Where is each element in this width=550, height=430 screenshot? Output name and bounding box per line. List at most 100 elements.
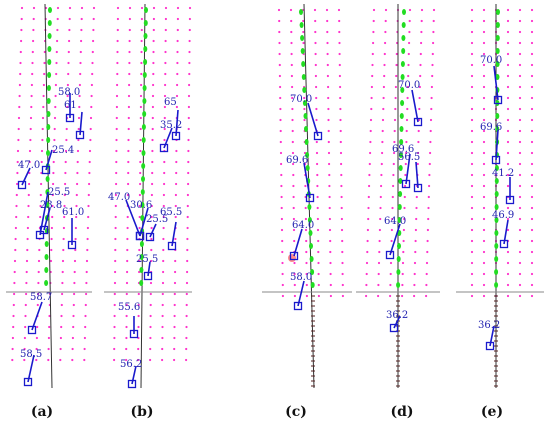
vector-marker — [499, 239, 509, 249]
grid-dot — [176, 28, 179, 32]
grid-dot — [63, 204, 66, 208]
path-dot — [495, 113, 500, 119]
caption-e: (e) — [480, 404, 504, 420]
grid-dot — [367, 206, 370, 210]
grid-dot — [470, 294, 474, 298]
grid-dot — [175, 149, 178, 153]
grid-dot — [74, 248, 77, 252]
grid-dot — [72, 314, 75, 318]
grid-dot — [11, 336, 14, 340]
grid-dot — [429, 151, 432, 155]
grid-dot — [369, 118, 373, 122]
grid-dot — [164, 61, 167, 65]
grid-dot — [113, 336, 116, 340]
grid-dot — [187, 149, 190, 153]
grid-dot — [428, 162, 431, 166]
grid-dot — [126, 259, 129, 263]
path-dot — [398, 165, 403, 171]
grid-dot — [90, 83, 93, 87]
grid-dot — [303, 96, 306, 100]
grid-dot — [13, 270, 16, 274]
path-dot — [144, 7, 148, 13]
grid-dot — [23, 358, 26, 362]
grid-dot — [161, 314, 164, 318]
grid-dot — [77, 116, 81, 120]
path-dot — [397, 243, 401, 249]
grid-dot — [482, 250, 486, 254]
grid-dot — [54, 105, 57, 109]
grid-dot — [163, 182, 166, 186]
grid-dot — [518, 294, 522, 298]
grid-dot — [314, 63, 317, 67]
grid-dot — [53, 127, 56, 131]
axis-line — [44, 3, 53, 389]
grid-dot — [73, 259, 77, 263]
grid-dot — [186, 259, 189, 263]
grid-dot — [19, 72, 22, 76]
grid-dot — [413, 283, 416, 287]
grid-dot — [175, 182, 178, 186]
path-dot — [142, 85, 147, 91]
grid-dot — [281, 272, 284, 276]
grid-dot — [127, 116, 130, 120]
grid-dot — [305, 283, 308, 287]
grid-dot — [40, 149, 44, 153]
grid-dot — [368, 184, 371, 188]
grid-dot — [408, 19, 411, 23]
grid-dot — [416, 162, 419, 166]
grid-dot — [370, 85, 373, 89]
grid-dot — [305, 239, 308, 243]
grid-dot — [114, 204, 117, 208]
grid-dot — [302, 30, 305, 34]
grid-dot — [389, 261, 393, 265]
grid-dot — [518, 96, 522, 100]
grid-dot — [149, 336, 152, 340]
grid-dot — [425, 283, 428, 287]
grid-dot — [482, 217, 486, 221]
path-dot — [299, 22, 304, 28]
grid-dot — [39, 215, 42, 219]
path-dot — [48, 7, 52, 13]
grid-dot — [137, 303, 140, 307]
grid-dot — [174, 259, 177, 263]
grid-dot — [128, 61, 131, 65]
grid-dot — [414, 250, 417, 254]
grid-dot — [530, 41, 534, 45]
grid-dot — [176, 39, 179, 43]
vector-label: 25.5 — [136, 254, 158, 265]
grid-dot — [127, 138, 130, 142]
grid-dot — [392, 162, 395, 166]
grid-dot — [279, 107, 282, 111]
grid-dot — [138, 204, 141, 208]
grid-dot — [530, 151, 534, 155]
grid-dot — [407, 63, 410, 67]
grid-dot — [127, 182, 130, 186]
vector-label: 47.0 — [108, 192, 130, 203]
grid-dot — [73, 270, 76, 274]
grid-dot — [427, 217, 430, 221]
vector-line — [493, 65, 499, 101]
grid-dot — [152, 28, 155, 32]
grid-dot — [506, 250, 510, 254]
grid-dot — [290, 63, 293, 67]
grid-dot — [86, 248, 89, 252]
path-dot — [47, 72, 52, 78]
grid-dot — [378, 228, 381, 232]
vector-line — [411, 89, 419, 123]
grid-dot — [518, 52, 522, 56]
grid-dot — [279, 96, 282, 100]
path-dot — [494, 230, 499, 236]
grid-dot — [113, 358, 116, 362]
path-dot — [302, 100, 307, 106]
grid-dot — [90, 94, 93, 98]
vector-line — [405, 153, 411, 185]
grid-dot — [15, 193, 18, 197]
grid-dot — [188, 50, 191, 54]
grid-dot — [530, 228, 534, 232]
grid-dot — [470, 52, 474, 56]
grid-dot — [506, 206, 510, 210]
grid-dot — [337, 8, 341, 12]
path-dot — [140, 215, 145, 221]
grid-dot — [20, 39, 23, 43]
grid-dot — [518, 217, 522, 221]
